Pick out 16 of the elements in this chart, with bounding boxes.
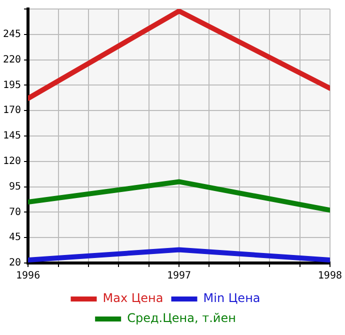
legend-label: Max Цена [102, 291, 164, 306]
x-tick-label: 1996 [16, 270, 40, 282]
y-tick-label: 195 [3, 80, 22, 91]
y-tick-label: 70 [9, 206, 22, 218]
y-tick-label: 220 [3, 54, 22, 66]
y-tick-label: 120 [3, 156, 22, 167]
y-tick-label: 95 [9, 181, 22, 192]
y-tick-label: 170 [3, 105, 22, 116]
y-tick-label: 20 [9, 258, 22, 269]
x-tick-label: 1997 [166, 270, 192, 282]
legend-label: Min Цена [203, 291, 260, 306]
y-tick-label: 45 [9, 232, 22, 244]
x-tick-label: 1998 [318, 270, 342, 282]
legend-label: Сред.Цена, т.йен [127, 311, 236, 326]
y-tick-label: 245 [3, 28, 22, 40]
y-tick-label: 145 [3, 130, 22, 142]
